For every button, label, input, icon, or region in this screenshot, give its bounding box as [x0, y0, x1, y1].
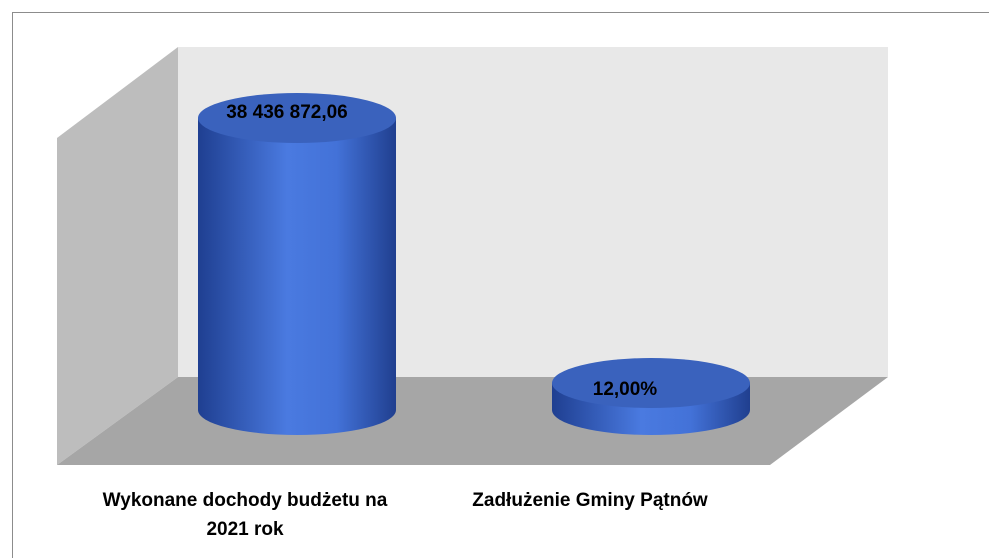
x-tick-label: Wykonane dochody budżetu na 2021 rok: [102, 490, 388, 540]
side-wall: [57, 47, 178, 465]
cylinder-body: [198, 118, 396, 435]
floor: [57, 377, 888, 465]
x-tick-label: Zadłużenie Gminy Pątnów: [472, 490, 708, 511]
value-label: 38 436 872,06: [226, 102, 348, 123]
cylinder-top: [198, 93, 396, 143]
cylinder-top: [552, 357, 750, 408]
border: [12, 12, 989, 558]
value-label: 12,00%: [593, 379, 658, 400]
